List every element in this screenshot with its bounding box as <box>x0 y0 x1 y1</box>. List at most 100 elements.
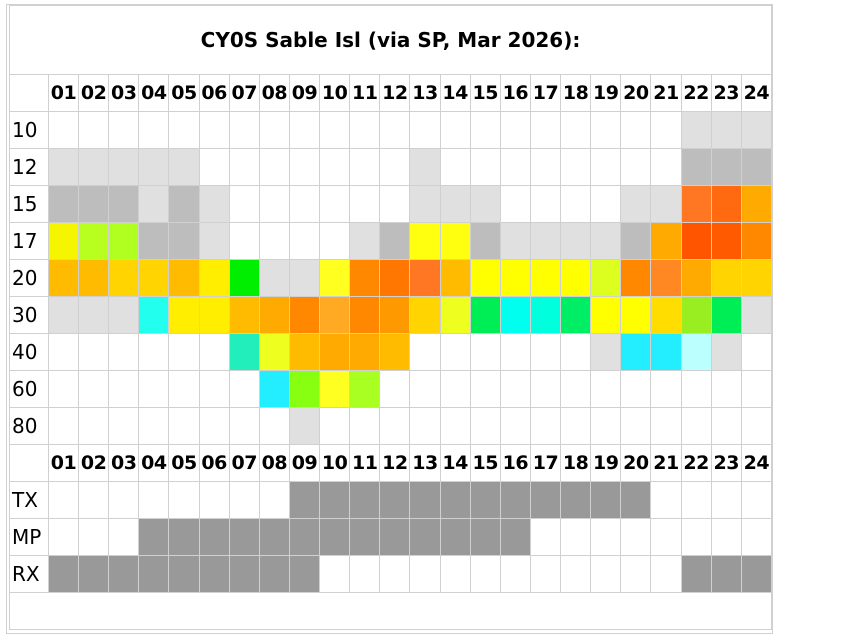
cell <box>439 333 471 371</box>
cell <box>620 370 652 408</box>
cell <box>78 481 110 519</box>
cell <box>228 222 260 260</box>
cell <box>198 407 230 445</box>
cell <box>740 370 773 408</box>
hour-label: 11 <box>349 74 381 112</box>
cell <box>379 111 411 149</box>
cell <box>228 555 260 593</box>
cell <box>168 148 200 186</box>
mode-label: TX <box>9 481 49 519</box>
page: CY0S Sable Isl (via SP, Mar 2026): 01 02 0… <box>6 4 773 634</box>
cell <box>319 259 351 297</box>
cell <box>590 555 622 593</box>
cell <box>319 370 351 408</box>
cell <box>469 111 501 149</box>
cell <box>288 370 321 408</box>
cell <box>710 111 742 149</box>
cell <box>379 148 411 186</box>
cell <box>740 259 773 297</box>
cell <box>529 222 562 260</box>
band-row: 20 <box>9 259 773 297</box>
cell <box>47 222 80 260</box>
cell <box>409 370 441 408</box>
hour-label: 24 <box>740 74 773 112</box>
hour-label: 06 <box>198 444 230 482</box>
band-label: 20 <box>9 259 49 297</box>
cell <box>228 481 260 519</box>
hour-label: 24 <box>740 444 773 482</box>
cell <box>78 259 110 297</box>
cell <box>349 148 381 186</box>
cell <box>680 111 712 149</box>
cell <box>319 407 351 445</box>
hour-label: 21 <box>650 444 682 482</box>
cell <box>409 407 441 445</box>
cell <box>288 148 321 186</box>
cell <box>138 259 170 297</box>
cell <box>288 185 321 223</box>
cell <box>349 333 381 371</box>
corner <box>9 444 49 482</box>
cell <box>409 481 441 519</box>
empty <box>9 592 772 630</box>
cell <box>650 259 682 297</box>
cell <box>529 555 562 593</box>
cell <box>560 333 592 371</box>
band-label: 30 <box>9 296 49 334</box>
cell <box>288 555 321 593</box>
cell <box>590 259 622 297</box>
cell <box>560 518 592 556</box>
cell <box>319 333 351 371</box>
cell <box>288 407 321 445</box>
hour-label: 12 <box>379 444 411 482</box>
cell <box>198 296 230 334</box>
cell <box>740 333 773 371</box>
cell <box>560 148 592 186</box>
cell <box>650 111 682 149</box>
cell <box>258 148 290 186</box>
cell <box>138 148 170 186</box>
cell <box>499 185 531 223</box>
cell <box>650 518 682 556</box>
cell <box>379 555 411 593</box>
cell <box>650 185 682 223</box>
cell <box>740 185 773 223</box>
band-label: 12 <box>9 148 49 186</box>
hour-label: 22 <box>680 444 712 482</box>
title-row: CY0S Sable Isl (via SP, Mar 2026): <box>9 5 772 75</box>
band-label: 15 <box>9 185 49 223</box>
cell <box>78 222 110 260</box>
cell <box>650 407 682 445</box>
cell <box>168 259 200 297</box>
cell <box>379 407 411 445</box>
cell <box>168 222 200 260</box>
cell <box>680 407 712 445</box>
cell <box>138 481 170 519</box>
cell <box>439 148 471 186</box>
cell <box>740 296 773 334</box>
hour-label: 20 <box>620 74 652 112</box>
cell <box>168 518 200 556</box>
cell <box>168 481 200 519</box>
cell <box>439 481 471 519</box>
cell <box>47 518 80 556</box>
cell <box>529 296 562 334</box>
cell <box>409 555 441 593</box>
cell <box>710 259 742 297</box>
cell <box>499 111 531 149</box>
cell <box>288 518 321 556</box>
band-label: 40 <box>9 333 49 371</box>
cell <box>138 111 170 149</box>
cell <box>439 222 471 260</box>
cell <box>710 333 742 371</box>
band-row: 30 <box>9 296 773 334</box>
hour-label: 08 <box>258 444 290 482</box>
cell <box>529 111 562 149</box>
cell <box>710 518 742 556</box>
hour-label: 03 <box>108 444 140 482</box>
cell <box>108 518 140 556</box>
cell <box>108 111 140 149</box>
cell <box>469 185 501 223</box>
cell <box>650 555 682 593</box>
cell <box>379 518 411 556</box>
